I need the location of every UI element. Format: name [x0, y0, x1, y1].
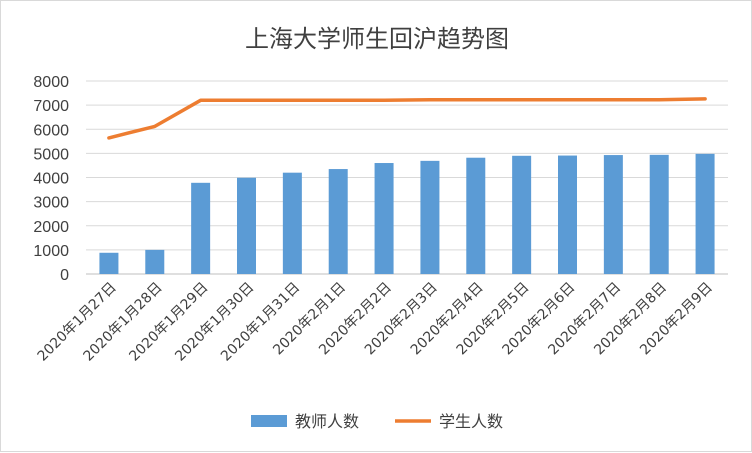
- chart-title: 上海大学师生回沪趋势图: [245, 25, 509, 53]
- bar-teachers: [282, 172, 302, 274]
- bar-teachers: [328, 169, 348, 274]
- y-tick-label: 7000: [33, 98, 69, 115]
- bar-teachers: [695, 153, 715, 274]
- x-tick-label: 2020年1月29日: [126, 280, 211, 365]
- y-tick-label: 4000: [33, 171, 69, 188]
- bar-layer: [99, 153, 715, 274]
- y-tick-label: 5000: [33, 146, 69, 163]
- bar-teachers: [237, 177, 256, 274]
- y-tick-label: 3000: [33, 195, 69, 212]
- bar-teachers: [145, 249, 165, 274]
- bar-teachers: [512, 155, 532, 274]
- legend-swatch-teachers: [251, 415, 287, 427]
- legend: 教师人数 学生人数: [251, 412, 503, 431]
- bar-teachers: [99, 252, 119, 274]
- y-tick-label: 8000: [33, 74, 69, 91]
- y-axis: 0 1000 2000 3000 4000 5000 6000 7000 8000: [33, 74, 69, 284]
- bar-teachers: [420, 160, 440, 274]
- x-tick-label: 2020年1月31日: [218, 280, 303, 365]
- bar-teachers: [558, 155, 577, 274]
- y-tick-label: 1000: [33, 243, 69, 260]
- legend-label-teachers: 教师人数: [295, 412, 359, 431]
- y-tick-label: 0: [60, 267, 69, 284]
- line-layer: [107, 97, 707, 140]
- bar-teachers: [374, 163, 394, 274]
- legend-label-students: 学生人数: [439, 412, 503, 431]
- bar-teachers: [603, 155, 623, 274]
- x-tick-label: 2020年1月28日: [81, 280, 166, 365]
- x-tick-label: 2020年1月30日: [172, 280, 257, 365]
- line-students: [107, 97, 707, 140]
- bar-teachers: [649, 154, 669, 274]
- bar-teachers: [466, 157, 486, 274]
- x-axis: 2020年1月27日2020年1月28日2020年1月29日2020年1月30日…: [35, 280, 716, 365]
- bar-teachers: [191, 182, 211, 274]
- y-tick-label: 2000: [33, 219, 69, 236]
- x-tick-label: 2020年1月27日: [35, 280, 120, 365]
- y-tick-label: 6000: [33, 122, 69, 139]
